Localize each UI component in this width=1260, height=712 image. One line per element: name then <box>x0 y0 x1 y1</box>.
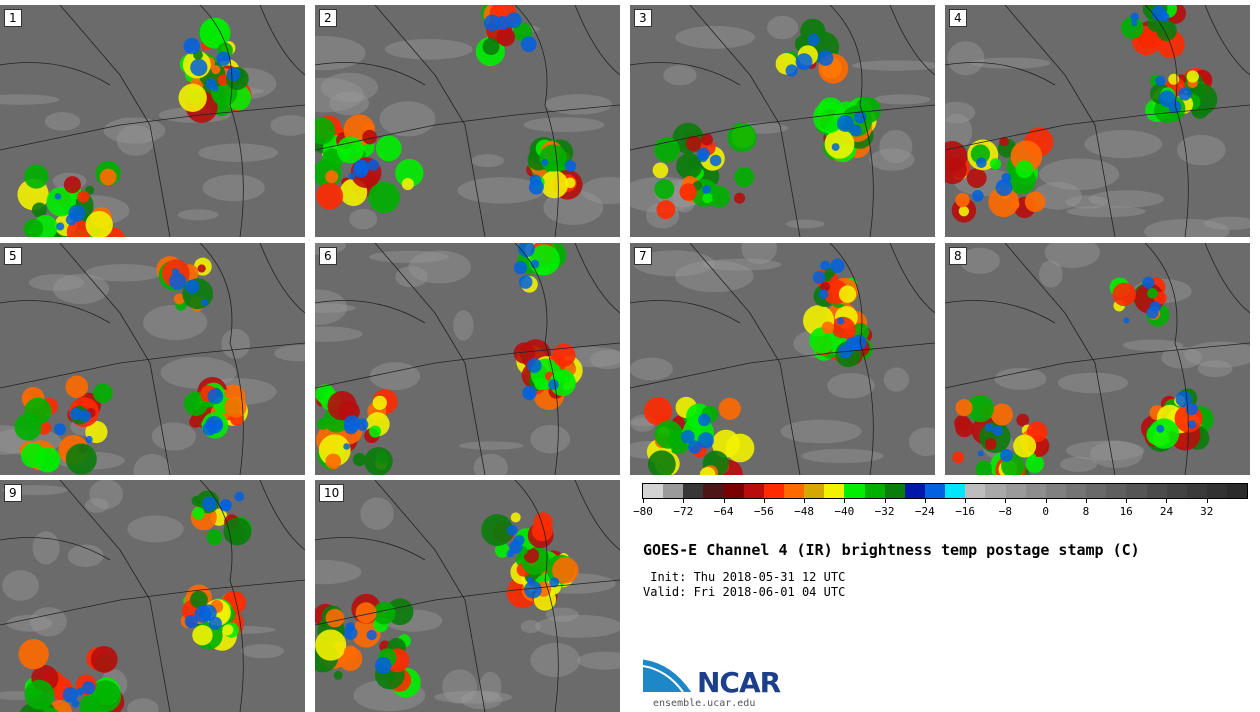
ncar-wordmark: NCAR <box>697 666 781 699</box>
colorbar-tick-label: −80 <box>633 505 653 518</box>
satellite-imagery <box>315 5 620 237</box>
satellite-imagery <box>945 243 1250 475</box>
satellite-imagery <box>630 5 935 237</box>
colorbar-cell <box>804 484 825 498</box>
temperature-colorbar <box>642 483 1248 499</box>
panel-number: 10 <box>319 484 345 502</box>
colorbar-cell <box>985 484 1006 498</box>
colorbar-cell <box>844 484 865 498</box>
panel-number: 8 <box>949 247 967 265</box>
panel-number: 6 <box>319 247 337 265</box>
panel-number: 5 <box>4 247 22 265</box>
satellite-imagery <box>0 5 305 237</box>
colorbar-tick-label: −40 <box>834 505 855 518</box>
colorbar-tick <box>1126 498 1128 503</box>
colorbar-cell <box>1045 484 1066 498</box>
postage-stamp-8: 8 <box>945 243 1250 475</box>
satellite-imagery <box>630 243 935 475</box>
ncar-logo-icon <box>643 656 695 693</box>
panel-number: 7 <box>634 247 652 265</box>
colorbar-tick-label: 0 <box>1042 505 1049 518</box>
postage-stamp-9: 9 <box>0 480 305 712</box>
postage-stamp-2: 2 <box>315 5 620 237</box>
postage-stamp-7: 7 <box>630 243 935 475</box>
postage-stamp-3: 3 <box>630 5 935 237</box>
colorbar-tick <box>965 498 967 503</box>
colorbar-cell <box>1086 484 1107 498</box>
colorbar-tick-label: 32 <box>1200 505 1214 518</box>
postage-stamp-1: 1 <box>0 5 305 237</box>
satellite-imagery <box>0 243 305 475</box>
figure-title: GOES-E Channel 4 (IR) brightness temp po… <box>643 541 1140 559</box>
colorbar-cell <box>683 484 704 498</box>
colorbar-tick <box>924 498 926 503</box>
colorbar-cell <box>1126 484 1147 498</box>
postage-stamp-6: 6 <box>315 243 620 475</box>
colorbar-cell <box>824 484 845 498</box>
colorbar-cell <box>1005 484 1026 498</box>
colorbar-tick <box>1166 498 1168 503</box>
colorbar-cell <box>1106 484 1127 498</box>
colorbar-tick-label: −32 <box>874 505 895 518</box>
colorbar-cell <box>663 484 684 498</box>
valid-time: Valid: Fri 2018-06-01 04 UTC <box>643 585 846 599</box>
colorbar-cell <box>1227 484 1248 498</box>
colorbar-cell <box>1206 484 1228 498</box>
colorbar-tick-label: −16 <box>955 505 976 518</box>
colorbar-tick <box>844 498 846 503</box>
init-time: Init: Thu 2018-05-31 12 UTC <box>643 570 846 584</box>
colorbar-cell <box>1166 484 1187 498</box>
colorbar-cell <box>904 484 925 498</box>
colorbar-tick <box>1045 498 1047 503</box>
colorbar-tick-label: −24 <box>914 505 935 518</box>
colorbar-cell <box>1025 484 1046 498</box>
satellite-imagery <box>945 5 1250 237</box>
colorbar-cell <box>1186 484 1207 498</box>
satellite-imagery <box>0 480 305 712</box>
colorbar-cell <box>1146 484 1167 498</box>
colorbar-cell <box>743 484 764 498</box>
colorbar-tick-label: 16 <box>1119 505 1133 518</box>
colorbar-cell <box>864 484 885 498</box>
colorbar-cell <box>703 484 724 498</box>
colorbar-tick <box>1085 498 1087 503</box>
panel-number: 9 <box>4 484 22 502</box>
colorbar-cell <box>965 484 986 498</box>
colorbar-tick <box>804 498 806 503</box>
postage-stamp-10: 10 <box>315 480 620 712</box>
colorbar-tick-label: −56 <box>753 505 774 518</box>
postage-stamp-4: 4 <box>945 5 1250 237</box>
postage-stamp-5: 5 <box>0 243 305 475</box>
colorbar-tick <box>643 498 644 503</box>
panel-number: 2 <box>319 9 337 27</box>
colorbar-cell <box>643 484 664 498</box>
panel-number: 1 <box>4 9 22 27</box>
colorbar-cell <box>884 484 905 498</box>
colorbar-tick-label: −8 <box>998 505 1013 518</box>
colorbar-tick-label: 8 <box>1082 505 1090 518</box>
panel-number: 3 <box>634 9 652 27</box>
colorbar-cell <box>723 484 744 498</box>
colorbar-cell <box>945 484 966 498</box>
satellite-imagery <box>315 243 620 475</box>
colorbar-tick <box>1005 498 1007 503</box>
colorbar-cell <box>783 484 805 498</box>
colorbar-tick <box>723 498 725 503</box>
colorbar-cell <box>924 484 946 498</box>
colorbar-tick-label: −72 <box>673 505 694 518</box>
site-url: ensemble.ucar.edu <box>653 698 756 709</box>
colorbar-tick-label: −64 <box>713 505 734 518</box>
panel-number: 4 <box>949 9 967 27</box>
colorbar-tick-label: −48 <box>794 505 814 518</box>
colorbar-tick <box>683 498 685 503</box>
colorbar-tick-label: 24 <box>1159 505 1174 518</box>
colorbar-tick <box>884 498 886 503</box>
satellite-imagery <box>315 480 620 712</box>
colorbar-tick <box>1206 498 1208 503</box>
colorbar-cell <box>1065 484 1087 498</box>
colorbar-cell <box>763 484 784 498</box>
colorbar-tick <box>763 498 765 503</box>
